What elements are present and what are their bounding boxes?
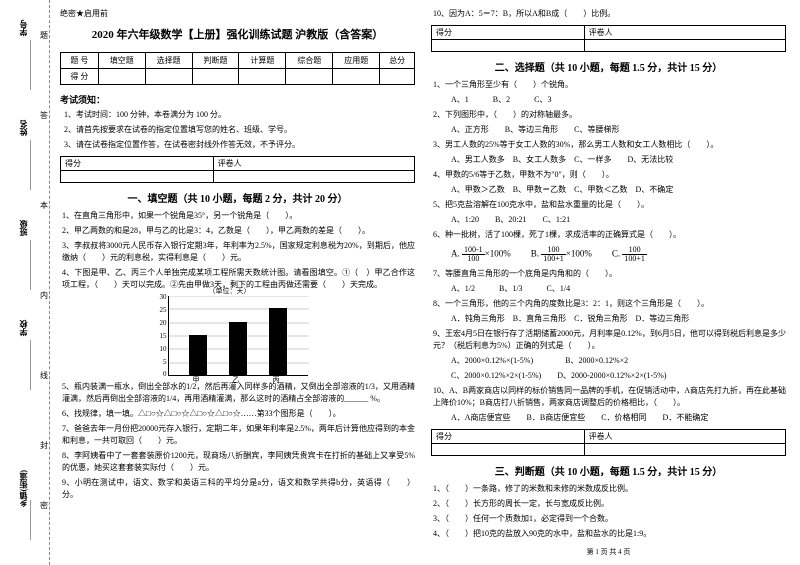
q2-8: 8、一个三角形，他的三个内角的度数比是3：2：1，则这个三角形是（ ）。 [431, 298, 786, 310]
q1-9: 9、小明在测试中，语文、数学和英语三科的平均分是a分，语文和数学共得b分，英语得… [60, 477, 415, 501]
field-town: 乡镇(街道) [18, 470, 29, 507]
right-column: 10、因为A：5＝7：B，所以A和B成（ ）比例。 得分评卷人 二、选择题（共 … [431, 8, 786, 557]
q3-3: 3、（ ）任何一个质数加1，必定得到一个合数。 [431, 513, 786, 525]
field-class: 班级 [18, 220, 29, 236]
q3-2: 2、（ ）长方形的周长一定，长与宽成反比例。 [431, 498, 786, 510]
page-number: 第 1 页 共 4 页 [431, 547, 786, 557]
q2-6: 6、种一批树，活了100棵，死了1棵，求成活率的正确算式是（ ）。 [431, 229, 786, 241]
q2-7: 7、等腰直角三角形的一个底角是内角和的（ ）。 [431, 268, 786, 280]
field-student-id: 学号 [18, 20, 29, 36]
bar-bing [269, 308, 287, 375]
q1-1: 1、在直角三角形中，如果一个锐角是35°，另一个锐角是（ ）。 [60, 210, 415, 222]
q2-10: 10、A、B两家商店以同样的标价销售同一品牌的手机，在促销活动中，A商店先打九折… [431, 385, 786, 409]
grader-box: 得分评卷人 [60, 156, 415, 183]
binding-margin: 学号 姓名 班级 学校 乡镇(街道) 题 答 本 内 线 封 密 [0, 0, 50, 565]
exam-title: 2020 年六年级数学【上册】强化训练试题 沪教版（含答案） [60, 26, 415, 42]
score-table: 题 号 填空题 选择题 判断题 计算题 综合题 应用题 总分 得 分 [60, 52, 415, 85]
q1-2: 2、甲乙两数的和是28，甲与乙的比是3：4，乙数是（ ），甲乙两数的差是（ ）。 [60, 225, 415, 237]
grader-box-3: 得分评卷人 [431, 429, 786, 456]
q2-9: 9、王宏4月5日在银行存了活期储蓄2000元，月利率是0.12%，到6月5日，他… [431, 328, 786, 352]
content-area: 绝密★启用前 2020 年六年级数学【上册】强化训练试题 沪教版（含答案） 题 … [50, 0, 800, 565]
q1-7: 7、爸爸去年一月份把20000元存入银行，定期二年，如果年利率是2.5%，两年后… [60, 423, 415, 447]
q1-8: 8、李阿姨看中了一套套装原价1200元，现商场八折酬宾，李阿姨凭贵宾卡在打折的基… [60, 450, 415, 474]
q3-1: 1、（ ）一条路，修了的米数和未修的米数成反比例。 [431, 483, 786, 495]
secret-mark: 绝密★启用前 [60, 8, 415, 19]
q3-4: 4、（ ）把10克的盐放入90克的水中，盐和盐水的比是1:9。 [431, 528, 786, 540]
q2-4: 4、甲数的5/6等于乙数，甲数不为"0"，则（ ）。 [431, 169, 786, 181]
q2-2: 2、下列图形中，（ ）的对称轴最多。 [431, 109, 786, 121]
field-school: 学校 [18, 320, 29, 336]
notice-head: 考试须知： [60, 93, 415, 106]
q2-1: 1、一个三角形至少有（ ）个锐角。 [431, 79, 786, 91]
bar-chart: （单位：天） 30 25 20 15 10 5 0 [168, 296, 308, 376]
section2-title: 二、选择题（共 10 小题，每题 1.5 分，共计 15 分） [431, 59, 786, 74]
left-column: 绝密★启用前 2020 年六年级数学【上册】强化训练试题 沪教版（含答案） 题 … [60, 8, 415, 557]
q1-6: 6、找规律，填一填。△□○☆△□○☆△□○☆△□○☆……第33个图形是（ ）。 [60, 408, 415, 420]
section1-title: 一、填空题（共 10 小题，每题 2 分，共计 20 分） [60, 190, 415, 205]
q2-6-options: A. 100-1100×100% B. 100100+1×100% C. 100… [431, 246, 786, 263]
section3-title: 三、判断题（共 10 小题，每题 1.5 分，共计 15 分） [431, 463, 786, 478]
q2-5: 5、把5克盐溶解在100克水中，盐和盐水重量的比是（ ）。 [431, 199, 786, 211]
chart-unit: （单位：天） [209, 286, 251, 296]
q2-3: 3、男工人数的25%等于女工人数的30%，那么男工人数和女工人数相比（ ）。 [431, 139, 786, 151]
bar-jia [189, 335, 207, 375]
grader-box-2: 得分评卷人 [431, 25, 786, 52]
bar-yi [229, 322, 247, 375]
q1-10: 10、因为A：5＝7：B，所以A和B成（ ）比例。 [431, 8, 786, 20]
field-name: 姓名 [18, 120, 29, 136]
q1-3: 3、李叔叔将3000元人民币存入银行定期3年，年利率为2.5%，国家规定利息税为… [60, 240, 415, 264]
